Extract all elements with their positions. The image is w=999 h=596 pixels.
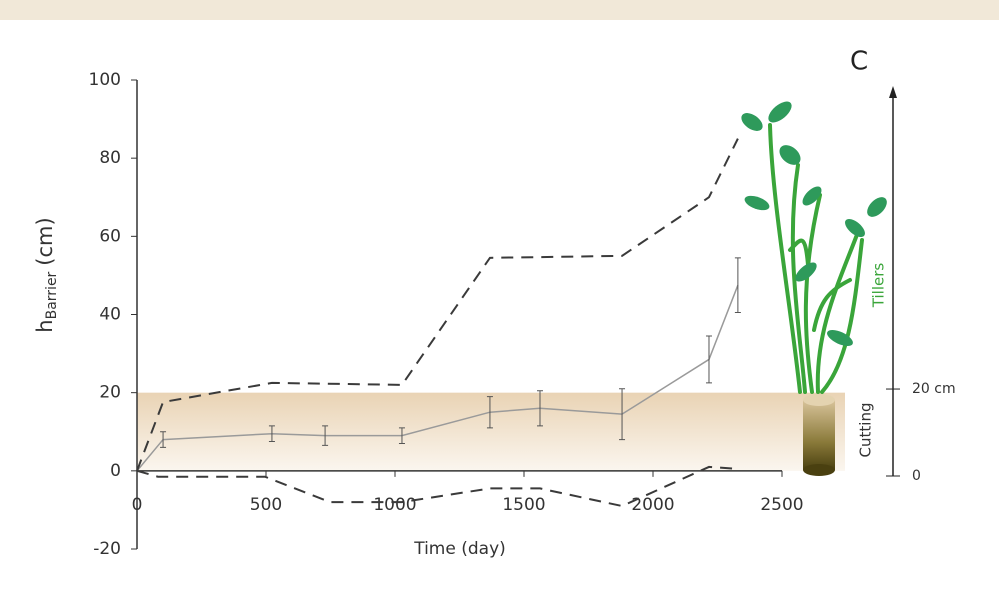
y-tick-label: -20	[93, 539, 121, 559]
y-tick-label: 20	[99, 383, 121, 403]
y-tick-label: 100	[89, 70, 121, 90]
x-axis-title: Time (day)	[413, 539, 506, 559]
cutting-label: Cutting	[857, 403, 875, 458]
x-tick-label: 1000	[373, 495, 416, 515]
cutting-illustration	[803, 394, 835, 476]
x-tick-label: 0	[132, 495, 143, 515]
y-tick-label: 40	[99, 305, 121, 325]
x-tick-label: 500	[250, 495, 282, 515]
error-bar	[706, 336, 712, 383]
y-title-main: h	[33, 319, 57, 332]
y2-tick-label: 0	[912, 468, 921, 484]
y-title-unit: (cm)	[33, 217, 57, 265]
right-axis-arrow	[889, 86, 897, 98]
error-bar	[735, 258, 741, 313]
y-tick-label: 0	[110, 461, 121, 481]
y-tick-label: 60	[99, 226, 121, 246]
top-strip	[0, 0, 999, 20]
y-tick-label: 80	[99, 148, 121, 168]
y2-tick-label: 20 cm	[912, 381, 956, 397]
plant-illustration	[738, 98, 890, 392]
shaded-band	[137, 393, 845, 471]
x-tick-label: 2500	[760, 495, 803, 515]
y-axis-title: hBarrier (cm)	[33, 217, 60, 332]
y-title-sub: Barrier	[44, 271, 60, 319]
x-tick-label: 1500	[502, 495, 545, 515]
chart: -2002040608010005001000150020002500 C Ti…	[0, 0, 999, 592]
panel-letter: C	[850, 47, 868, 77]
tillers-label: Tillers	[870, 263, 888, 309]
